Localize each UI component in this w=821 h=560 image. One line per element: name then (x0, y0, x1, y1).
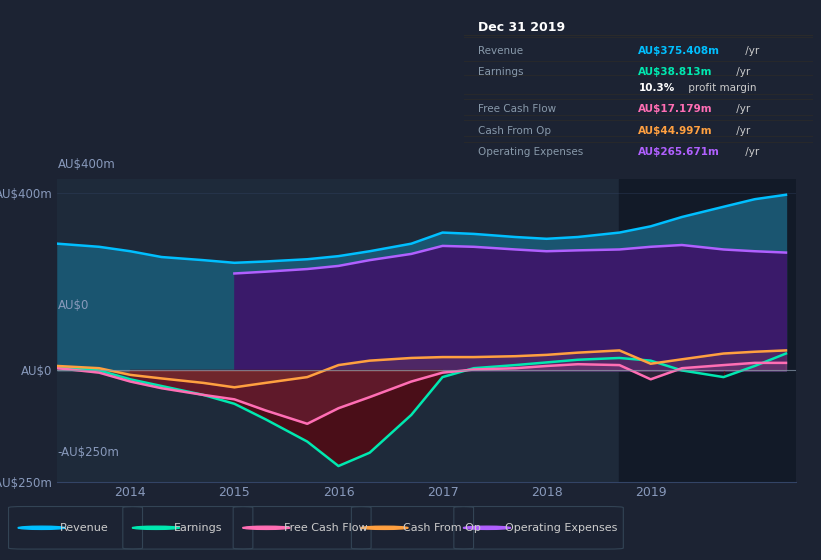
Text: Operating Expenses: Operating Expenses (478, 147, 583, 157)
Text: /yr: /yr (732, 104, 750, 114)
Text: AU$38.813m: AU$38.813m (639, 67, 713, 77)
Text: Cash From Op: Cash From Op (402, 523, 480, 533)
Circle shape (18, 526, 66, 529)
Text: Revenue: Revenue (60, 523, 108, 533)
Circle shape (463, 526, 511, 529)
Bar (620, 179, 821, 482)
Text: AU$400m: AU$400m (57, 158, 115, 171)
Text: Revenue: Revenue (478, 46, 523, 57)
Circle shape (132, 526, 180, 529)
Text: Cash From Op: Cash From Op (478, 126, 551, 136)
Circle shape (243, 526, 290, 529)
Text: AU$375.408m: AU$375.408m (639, 46, 720, 57)
Text: Earnings: Earnings (478, 67, 523, 77)
Text: 10.3%: 10.3% (639, 83, 675, 93)
Text: /yr: /yr (742, 46, 759, 57)
Text: /yr: /yr (742, 147, 759, 157)
Circle shape (361, 526, 408, 529)
Text: Dec 31 2019: Dec 31 2019 (478, 21, 565, 34)
Text: AU$0: AU$0 (57, 298, 89, 312)
Text: Earnings: Earnings (174, 523, 222, 533)
Text: profit margin: profit margin (686, 83, 757, 93)
Text: AU$44.997m: AU$44.997m (639, 126, 713, 136)
Text: /yr: /yr (732, 126, 750, 136)
Text: -AU$250m: -AU$250m (57, 446, 119, 459)
Text: Operating Expenses: Operating Expenses (505, 523, 617, 533)
Text: AU$265.671m: AU$265.671m (639, 147, 720, 157)
Text: /yr: /yr (732, 67, 750, 77)
Text: AU$17.179m: AU$17.179m (639, 104, 713, 114)
Text: Free Cash Flow: Free Cash Flow (284, 523, 368, 533)
Text: Free Cash Flow: Free Cash Flow (478, 104, 556, 114)
